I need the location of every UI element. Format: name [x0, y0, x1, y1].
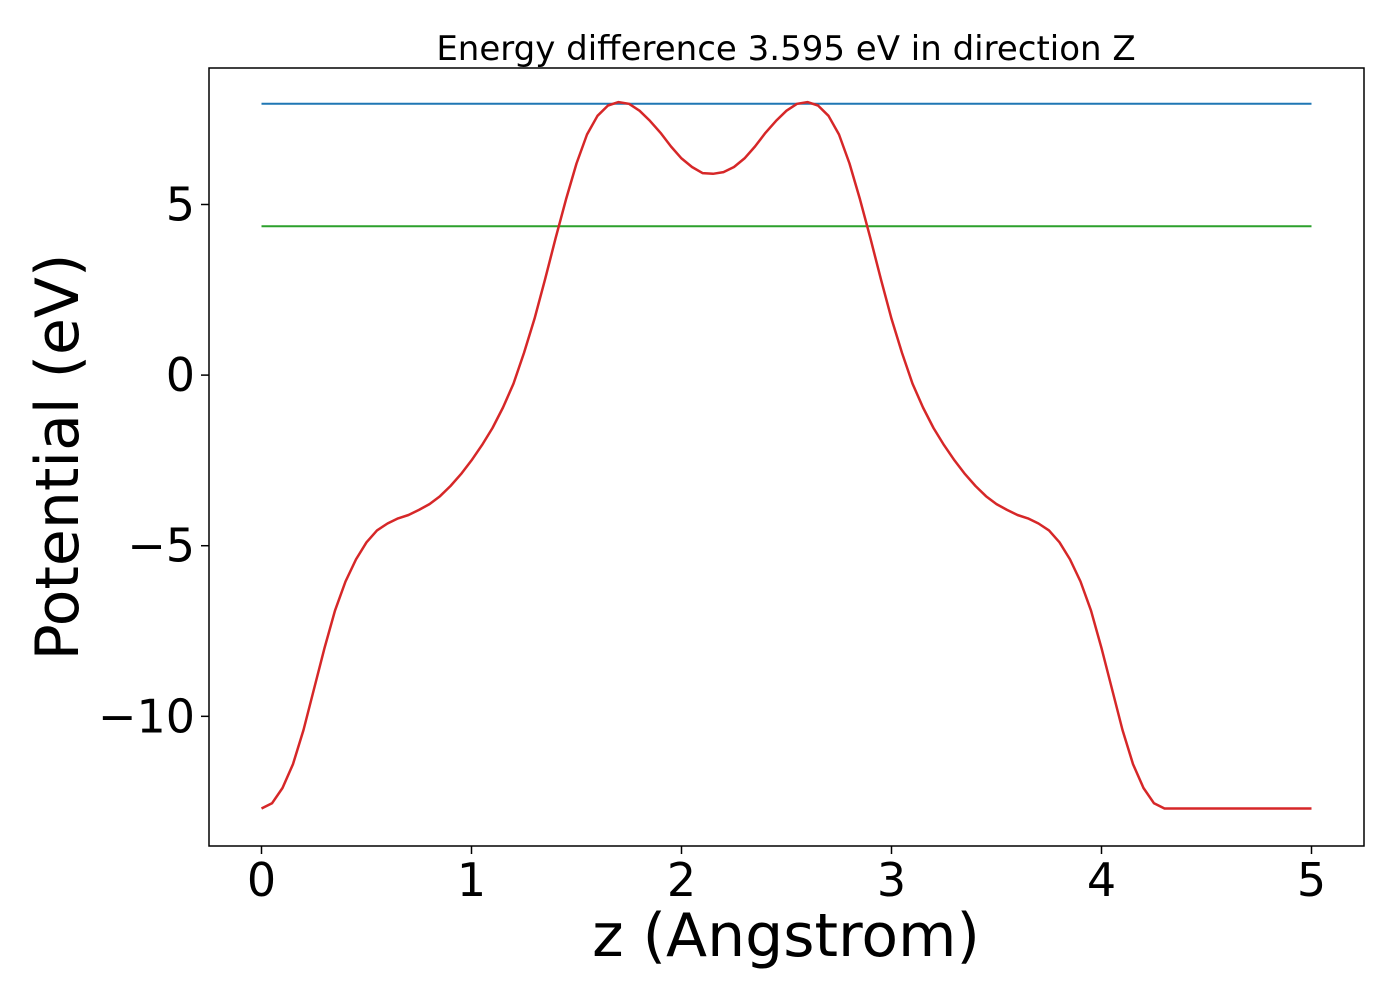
y-tick-label: 5 [166, 177, 195, 231]
plot-frame [208, 67, 1365, 847]
x-tick-label: 3 [877, 853, 906, 907]
y-tick-label: −10 [98, 689, 195, 743]
series-layer [260, 100, 1312, 810]
x-tick-label: 2 [667, 853, 696, 907]
chart-title: Energy difference 3.595 eV in direction … [436, 29, 1135, 69]
x-tick-label: 4 [1087, 853, 1116, 907]
y-tick-label: −5 [127, 519, 195, 573]
x-tick-label: 0 [247, 853, 276, 907]
x-axis-ticks: 0 1 2 3 4 5 [247, 846, 1326, 907]
y-axis-ticks: −10 −5 0 5 [98, 177, 209, 743]
x-tick-label: 5 [1297, 853, 1326, 907]
x-axis-label: z (Angstrom) [592, 901, 980, 971]
y-tick-label: 0 [166, 348, 195, 402]
x-tick-label: 1 [457, 853, 486, 907]
series-line-3 [260, 100, 1312, 810]
y-axis-label: Potential (eV) [23, 254, 93, 661]
